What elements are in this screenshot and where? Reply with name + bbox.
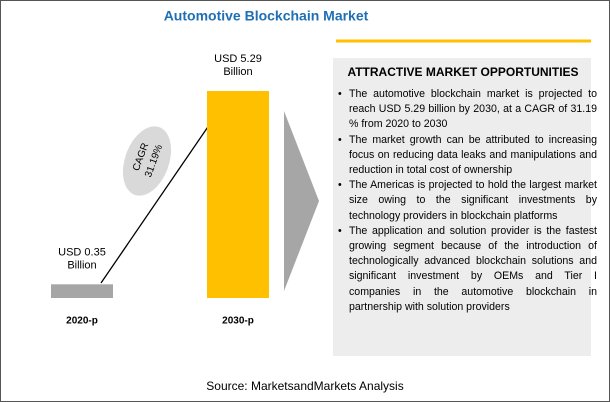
value-label-line: USD 5.29 (214, 53, 262, 65)
value-label: USD 0.35 Billion (58, 246, 106, 271)
x-tick-label: 2030-p (222, 316, 254, 327)
bar (51, 284, 113, 298)
bar (207, 91, 269, 298)
value-label-line: Billion (223, 66, 252, 78)
chevron (284, 111, 319, 291)
bullet: The automotive blockchain market is proj… (338, 87, 597, 133)
chart-title: Automotive Blockchain Market (164, 8, 369, 24)
panel-title: ATTRACTIVE MARKET OPPORTUNITIES (347, 65, 579, 79)
x-tick-label: 2020-p (66, 316, 98, 327)
bullet: The market growth can be attributed to i… (338, 133, 597, 179)
cagr-bubble (122, 126, 172, 196)
value-label-line: Billion (67, 259, 96, 271)
source: Source: MarketsandMarkets Analysis (206, 379, 404, 393)
growth-arrow (100, 98, 228, 284)
bullet: The application and solution provider is… (338, 224, 597, 315)
bullet-list: The automotive blockchain market is proj… (337, 87, 597, 315)
value-label: USD 5.29 Billion (214, 53, 262, 78)
bullet: The Americas is projected to hold the la… (338, 178, 597, 224)
value-label-line: USD 0.35 (58, 246, 106, 258)
